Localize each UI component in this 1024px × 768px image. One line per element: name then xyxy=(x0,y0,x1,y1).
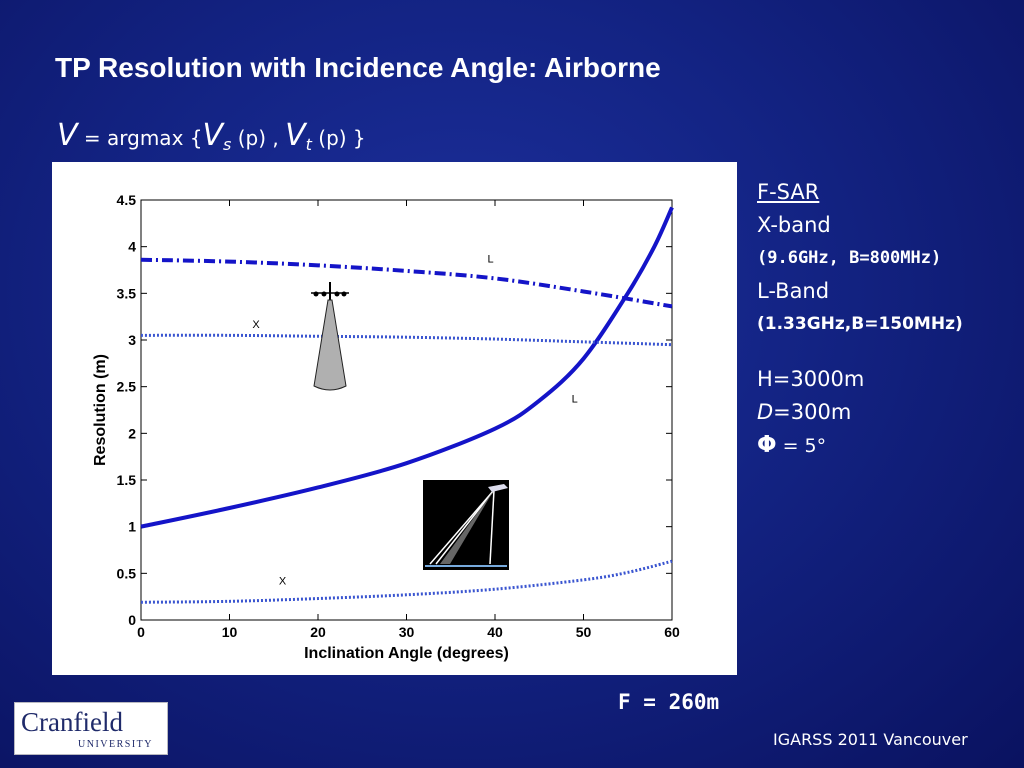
series-line-2 xyxy=(140,333,673,347)
system-name: F-SAR xyxy=(757,180,820,204)
x-tick-label: 40 xyxy=(487,624,503,640)
series-line-1 xyxy=(140,257,673,309)
y-tick-label: 3.5 xyxy=(117,285,137,301)
x-tick-label: 30 xyxy=(399,624,415,640)
y-tick-label: 2.5 xyxy=(117,379,137,395)
formula-vt: V xyxy=(285,118,306,153)
x-tick-label: 0 xyxy=(137,624,145,640)
series-annotation: X xyxy=(279,576,287,588)
y-axis-label: Resolution (m) xyxy=(92,354,109,466)
x-tick-label: 10 xyxy=(222,624,238,640)
phi-number: = 5° xyxy=(776,435,827,457)
formula-s-sub: s xyxy=(223,135,232,154)
chart-panel: 0 10 20 30 40 50 60 0 0.5 1 1.5 2 2.5 3 3.5 4 4.5 L X L X I… xyxy=(52,162,737,675)
y-tick-label: 1 xyxy=(128,519,136,535)
phi-symbol: Φ xyxy=(757,432,777,458)
y-tick-label: 4 xyxy=(128,239,136,255)
f-note: F = 260m xyxy=(618,690,720,714)
logo-line1: Cranfield xyxy=(21,707,123,737)
l-band-label: L-Band xyxy=(757,279,830,303)
side-looking-geometry-icon xyxy=(423,480,509,570)
logo-line2: UNIVERSITY xyxy=(78,739,153,750)
formula-p1: (p) , xyxy=(231,126,286,150)
series-line-0 xyxy=(140,206,674,529)
slide-title: TP Resolution with Incidence Angle: Airb… xyxy=(55,52,661,83)
d-value: D=300m xyxy=(757,396,1017,429)
formula-t-sub: t xyxy=(305,135,312,154)
y-tick-label: 0.5 xyxy=(117,565,137,581)
conference-footer: IGARSS 2011 Vancouver xyxy=(773,730,968,749)
formula-eq: = argmax { xyxy=(77,126,203,150)
series-annotation: X xyxy=(252,319,260,331)
formula: V = argmax {Vs (p) , Vt (p) } xyxy=(57,118,366,154)
resolution-chart: 0 10 20 30 40 50 60 0 0.5 1 1.5 2 2.5 3 3.5 4 4.5 L X L X I… xyxy=(92,192,680,662)
series-line-3 xyxy=(140,559,673,604)
series-annotation: L xyxy=(572,394,578,406)
x-axis-label: Inclination Angle (degrees) xyxy=(304,645,509,662)
cranfield-logo: Cranfield UNIVERSITY xyxy=(14,702,168,755)
x-tick-label: 50 xyxy=(576,624,592,640)
x-band-label: X-band xyxy=(757,213,831,237)
x-tick-label: 20 xyxy=(310,624,326,640)
formula-v: V xyxy=(57,118,78,153)
x-tick-label: 60 xyxy=(664,624,680,640)
d-rest: =300m xyxy=(773,400,852,424)
formula-vs: V xyxy=(202,118,224,153)
plot-area xyxy=(140,199,673,621)
l-band-params: (1.33GHz,B=150MHz) xyxy=(757,314,963,334)
airplane-beam-icon xyxy=(311,282,349,391)
height-value: H=3000m xyxy=(757,367,865,391)
y-tick-label: 3 xyxy=(128,332,136,348)
series-annotation: L xyxy=(488,254,494,266)
phi-value: Φ = 5° xyxy=(757,429,1017,463)
x-band-params: (9.6GHz, B=800MHz) xyxy=(757,248,942,268)
d-letter: D xyxy=(757,400,774,424)
y-tick-label: 0 xyxy=(128,612,136,628)
y-tick-label: 1.5 xyxy=(117,472,137,488)
y-tick-label: 4.5 xyxy=(117,192,137,208)
formula-p2: (p) } xyxy=(311,126,366,150)
info-panel: F-SAR X-band (9.6GHz, B=800MHz) L-Band (… xyxy=(757,176,1017,463)
y-tick-label: 2 xyxy=(128,425,136,441)
